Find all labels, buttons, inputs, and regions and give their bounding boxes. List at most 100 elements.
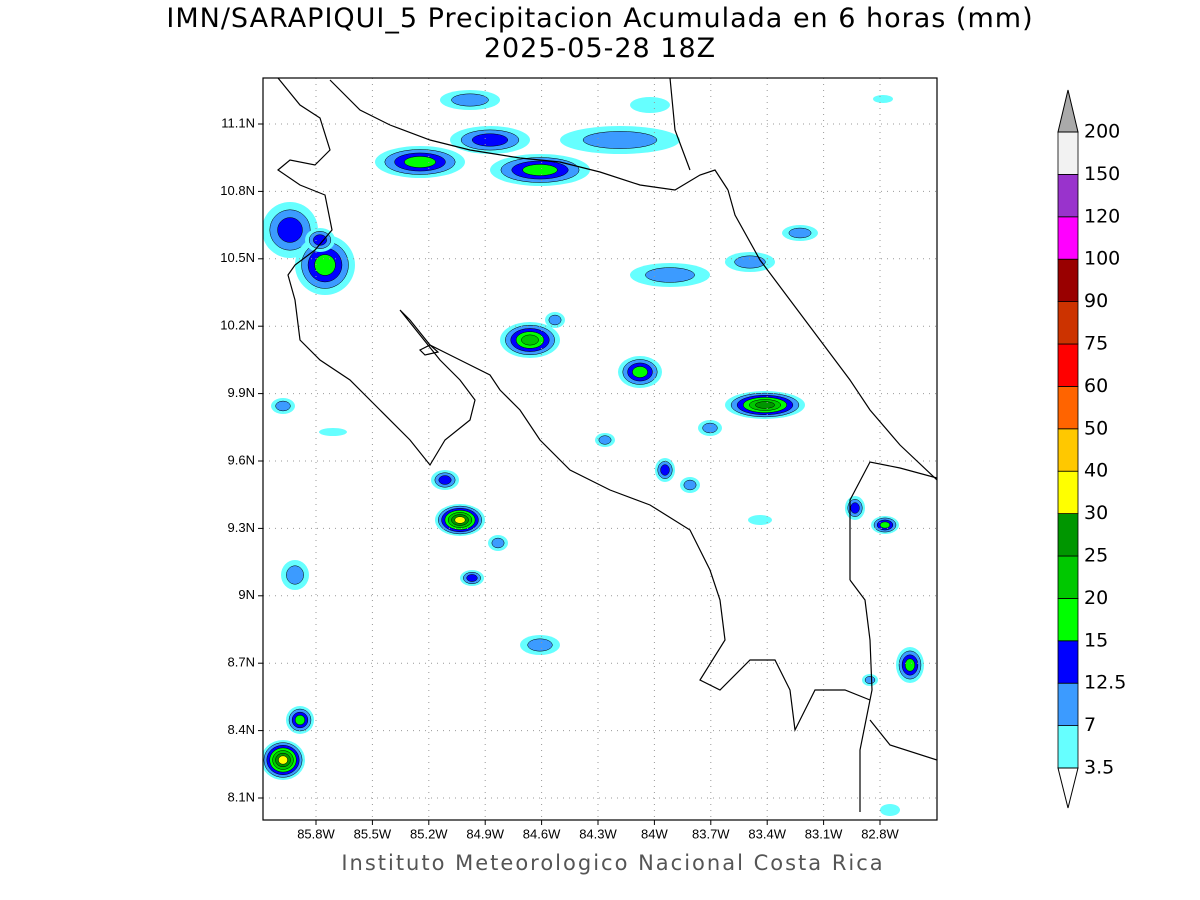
- rain-contour: [319, 428, 347, 436]
- border: [849, 461, 937, 580]
- lon-label: 84.3W: [579, 826, 617, 841]
- colorbar-label: 50: [1084, 417, 1108, 439]
- lat-label: 9.3N: [228, 520, 255, 535]
- rain-contour: [466, 574, 478, 582]
- rain-contour: [702, 422, 718, 434]
- rain-contour: [454, 516, 466, 524]
- colorbar-label: 25: [1084, 545, 1108, 567]
- rain-contour: [864, 676, 876, 684]
- colorbar-label: 100: [1084, 248, 1120, 270]
- colorbar-label: 20: [1084, 587, 1108, 609]
- color-box: [1057, 513, 1079, 557]
- rain-contour: [660, 464, 670, 476]
- color-box: [1057, 555, 1079, 599]
- lat-label: 9.9N: [228, 385, 255, 400]
- rain-contour: [880, 804, 900, 816]
- over-triangle: [1057, 89, 1079, 133]
- color-box: [1057, 428, 1079, 472]
- color-box: [1057, 131, 1079, 175]
- lat-label: 11.1N: [221, 115, 255, 130]
- lon-label: 85.8W: [297, 826, 335, 841]
- color-box: [1057, 598, 1079, 642]
- precipitation-field: [263, 90, 924, 816]
- rain-contour: [313, 234, 327, 246]
- coastlines: [277, 78, 937, 812]
- color-box: [1057, 640, 1079, 684]
- color-box: [1057, 343, 1079, 387]
- colorbar-label: 90: [1084, 290, 1108, 312]
- under-triangle: [1057, 767, 1079, 809]
- lat-label: 8.1N: [228, 789, 255, 804]
- colorbar-label: 7: [1084, 714, 1096, 736]
- colorbar: 3.5 7 12.5 15 20 25 30 40 50 60 75 90 100 120 150 200: [1057, 89, 1126, 809]
- colorbar-label: 40: [1084, 460, 1108, 482]
- rain-contour: [277, 217, 303, 243]
- color-box: [1057, 301, 1079, 345]
- color-box: [1057, 682, 1079, 727]
- lon-label: 83.4W: [748, 826, 786, 841]
- rain-contour: [521, 334, 539, 346]
- color-box: [1057, 216, 1079, 260]
- lat-label: 8.7N: [228, 655, 255, 670]
- rain-contour: [438, 475, 452, 485]
- rain-contour: [314, 254, 336, 276]
- rain-contour: [286, 565, 304, 585]
- color-box: [1057, 173, 1079, 218]
- map-frame: [262, 77, 938, 821]
- rain-contour: [683, 479, 697, 491]
- colorbar-label: 60: [1084, 375, 1108, 397]
- rain-contour: [471, 133, 509, 147]
- lat-label: 9.6N: [228, 452, 255, 467]
- rain-contour: [582, 131, 658, 149]
- rain-contour: [275, 400, 291, 412]
- rain-contour: [522, 164, 558, 176]
- rain-contour: [873, 95, 893, 103]
- rain-contour: [451, 93, 489, 107]
- subtitle: 2025-05-28 18Z: [484, 33, 716, 64]
- coastline: [727, 189, 937, 481]
- rain-contour: [278, 755, 288, 765]
- rain-contour: [491, 537, 505, 549]
- lat-label: 9N: [238, 587, 255, 602]
- color-box: [1057, 470, 1079, 515]
- color-box: [1057, 725, 1079, 769]
- colorbar-label: 3.5: [1084, 757, 1114, 779]
- footer: Instituto Meteorologico Nacional Costa R…: [341, 851, 884, 875]
- colorbar-label: 120: [1084, 205, 1120, 227]
- colorbar-label: 150: [1084, 163, 1120, 185]
- lon-label: 82.8W: [861, 826, 899, 841]
- colorbar-label: 12.5: [1084, 672, 1126, 694]
- rain-contour: [734, 255, 766, 269]
- rain-contour: [294, 714, 306, 726]
- rain-contour: [788, 227, 812, 239]
- lon-label: 85.5W: [354, 826, 392, 841]
- rain-contour: [879, 521, 891, 529]
- lon-label: 84W: [641, 826, 668, 841]
- colorbar-label: 30: [1084, 502, 1108, 524]
- lon-label: 84.6W: [523, 826, 561, 841]
- lat-label: 10.2N: [220, 318, 255, 333]
- rain-contour: [548, 314, 562, 326]
- rain-contour: [748, 515, 772, 525]
- lat-label: 10.5N: [220, 250, 255, 265]
- colorbar-label: 200: [1084, 121, 1120, 143]
- lon-label: 83.1W: [805, 826, 843, 841]
- title: IMN/SARAPIQUI_5 Precipitacion Acumulada …: [166, 3, 1033, 34]
- rain-contour: [527, 638, 553, 652]
- rain-contour: [630, 97, 670, 113]
- graticule: 85.8W 85.5W 85.2W 84.9W 84.6W 84.3W 84W 83.7W 83…: [220, 78, 937, 841]
- rain-contour: [404, 156, 436, 168]
- rain-contour: [632, 366, 648, 378]
- lat-label: 8.4N: [228, 722, 255, 737]
- rain-contour: [850, 502, 860, 514]
- rain-contour: [645, 267, 695, 283]
- rain-contour: [904, 658, 916, 672]
- color-box: [1057, 258, 1079, 303]
- rain-contour: [598, 435, 612, 445]
- lon-label: 85.2W: [410, 826, 448, 841]
- colorbar-label: 75: [1084, 333, 1108, 355]
- coastline: [329, 78, 937, 812]
- border: [389, 124, 729, 191]
